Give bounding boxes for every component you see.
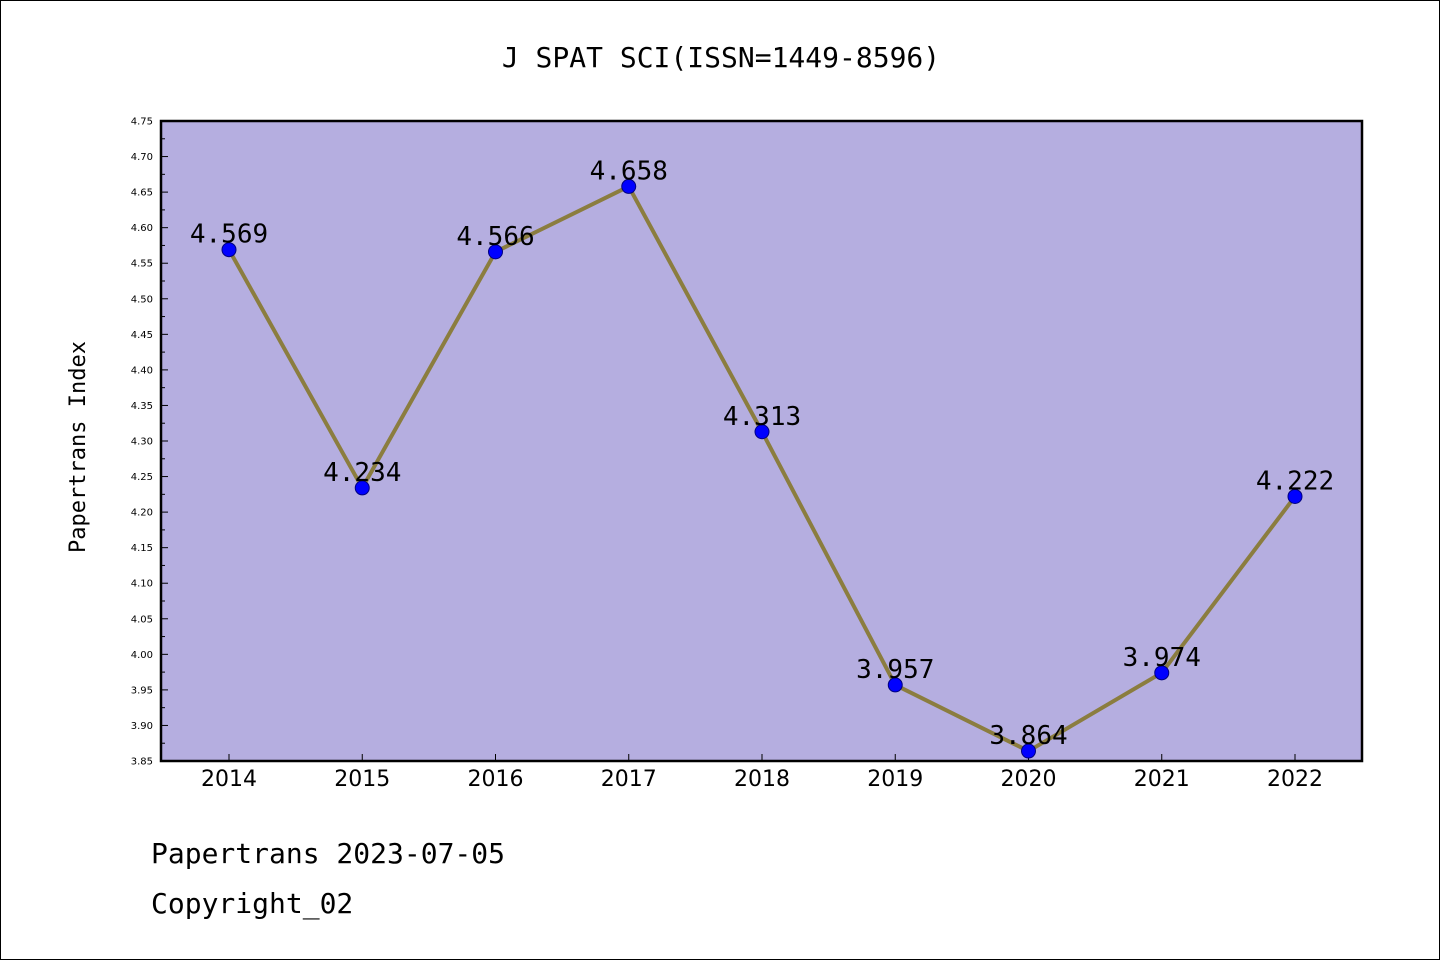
- data-point-marker: [754, 424, 770, 440]
- x-axis-ticks: 2014 2015 2016 2017 2018 2019 2020 2021 2022: [201, 754, 1323, 792]
- data-label: 3.957: [856, 655, 934, 685]
- x-tick-label: 2015: [334, 767, 390, 792]
- x-tick-label: 2019: [867, 767, 923, 792]
- data-point-marker: [221, 242, 237, 258]
- x-tick-label: 2022: [1267, 767, 1323, 792]
- y-tick-label: 4.00: [131, 650, 153, 661]
- data-labels-layer: 4.569 4.234 4.566 4.658 4.313 3.957 3.864 3.974…: [190, 156, 1334, 751]
- chart-title: J SPAT SCI(ISSN=1449-8596): [502, 41, 940, 74]
- data-point-marker: [1154, 665, 1170, 681]
- data-point-marker: [488, 244, 503, 260]
- y-tick-label: 4.20: [131, 508, 153, 519]
- y-tick-label: 4.10: [131, 579, 153, 590]
- data-label: 4.313: [723, 402, 801, 432]
- y-tick-label: 3.95: [131, 685, 153, 696]
- footer-copyright-text: Copyright_02: [151, 887, 354, 920]
- y-tick-label: 3.90: [131, 721, 153, 732]
- y-tick-label: 4.30: [131, 437, 153, 448]
- data-point-marker: [1287, 488, 1303, 504]
- data-label: 4.569: [190, 220, 268, 250]
- x-tick-label: 2018: [734, 767, 790, 792]
- data-label: 4.222: [1256, 466, 1334, 496]
- y-tick-label: 4.25: [131, 472, 153, 483]
- y-tick-label: 4.05: [131, 614, 153, 625]
- data-point-marker: [887, 677, 903, 693]
- x-tick-label: 2014: [201, 767, 257, 792]
- data-point-marker: [1021, 743, 1036, 759]
- y-tick-label: 4.70: [131, 152, 153, 163]
- x-tick-label: 2020: [1001, 767, 1057, 792]
- data-label: 4.566: [456, 222, 534, 252]
- y-tick-label: 4.50: [131, 294, 153, 305]
- y-axis-label: Papertrans Index: [66, 341, 91, 553]
- y-tick-label: 4.15: [131, 543, 153, 554]
- y-axis-ticks: 3.85 3.90 3.95 4.00 4.05 4.10 4.15 4.20 4.25 4.30…: [131, 117, 168, 768]
- series-layer: [221, 178, 1303, 759]
- data-point-marker: [621, 178, 637, 194]
- x-tick-label: 2016: [468, 767, 524, 792]
- y-tick-label: 4.55: [131, 259, 153, 270]
- data-label: 4.234: [323, 458, 401, 488]
- data-label: 3.864: [989, 721, 1067, 751]
- y-tick-label: 3.85: [131, 757, 153, 768]
- y-tick-label: 4.35: [131, 401, 153, 412]
- y-tick-label: 4.45: [131, 330, 153, 341]
- plot-area: [159, 119, 1364, 763]
- y-tick-label: 4.40: [131, 365, 153, 376]
- data-label: 3.974: [1123, 643, 1201, 673]
- footer-date-text: Papertrans 2023-07-05: [151, 837, 506, 870]
- data-label: 4.658: [590, 156, 668, 186]
- x-tick-label: 2021: [1134, 767, 1190, 792]
- y-tick-label: 4.65: [131, 188, 153, 199]
- y-tick-label: 4.60: [131, 223, 153, 234]
- x-tick-label: 2017: [601, 767, 657, 792]
- y-tick-label: 4.75: [131, 117, 153, 128]
- data-point-marker: [354, 480, 370, 496]
